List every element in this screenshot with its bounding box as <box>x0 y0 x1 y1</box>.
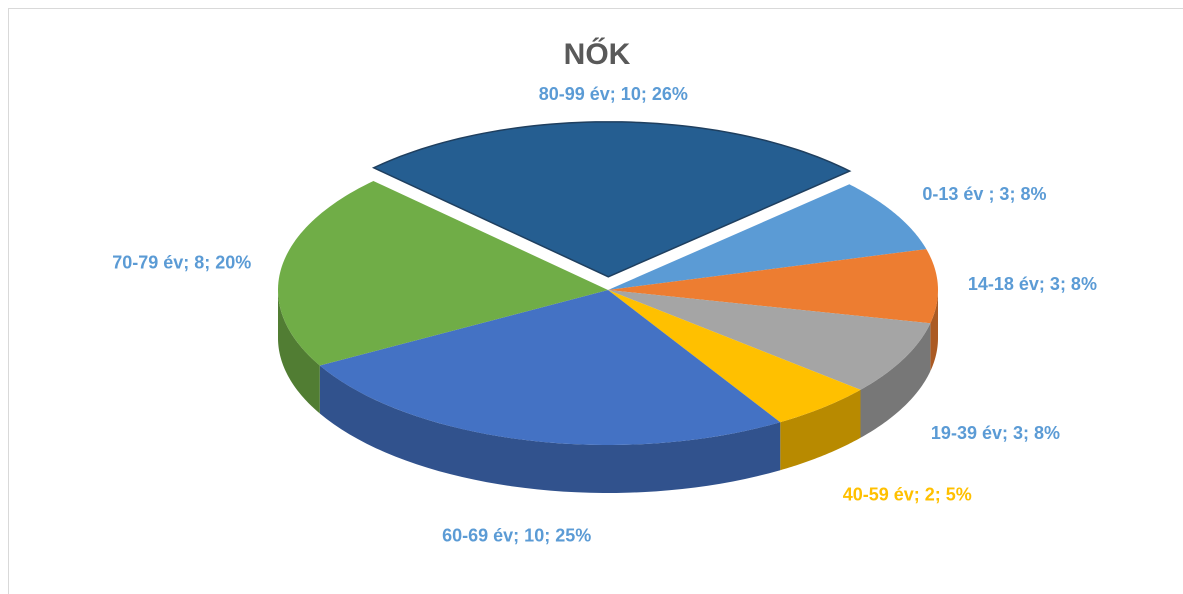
slice-side <box>930 290 938 372</box>
data-label: 14-18 év; 3; 8% <box>968 274 1097 294</box>
slice <box>371 121 852 278</box>
slice <box>278 180 608 366</box>
slice-side <box>860 323 931 438</box>
slice <box>608 290 861 423</box>
slice <box>608 249 938 324</box>
slice <box>319 290 781 445</box>
data-label: 80-99 év; 10; 26% <box>539 84 688 104</box>
slice <box>608 184 927 290</box>
slice-side <box>780 389 861 471</box>
slice-side <box>278 290 320 414</box>
data-label: 60-69 év; 10; 25% <box>442 525 591 545</box>
data-label: 70-79 év; 8; 20% <box>112 252 251 272</box>
data-label: 0-13 év ; 3; 8% <box>922 184 1046 204</box>
chart-title: NŐK <box>564 37 631 71</box>
data-label: 40-59 év; 2; 5% <box>843 485 972 505</box>
slice <box>608 290 931 390</box>
slice-side <box>319 365 781 493</box>
data-label: 19-39 év; 3; 8% <box>931 423 1060 443</box>
